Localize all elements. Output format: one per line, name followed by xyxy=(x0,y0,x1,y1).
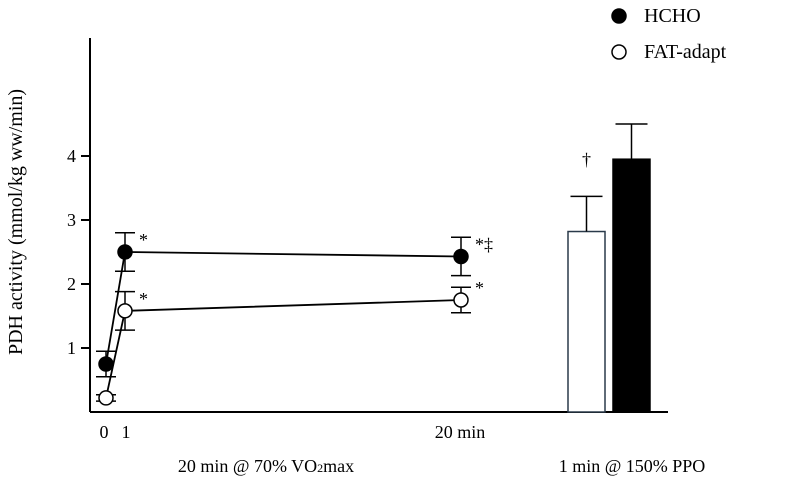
bar-series-layer: † xyxy=(567,123,651,413)
y-tick-label: 2 xyxy=(67,274,76,294)
data-point xyxy=(117,303,133,319)
group-label-left-suffix: max xyxy=(323,456,354,476)
legend-hcho-marker xyxy=(611,8,627,24)
data-point xyxy=(453,248,469,265)
legend-fat-adapt-marker xyxy=(611,44,627,60)
bar xyxy=(567,230,606,413)
y-ticks: 1 2 3 4 xyxy=(67,146,90,358)
data-point xyxy=(117,244,133,260)
series-line-0 xyxy=(105,251,462,365)
significance-mark: * xyxy=(139,289,148,309)
y-tick-label: 4 xyxy=(67,146,76,166)
line-series-layer: * *‡ * * xyxy=(96,230,493,406)
x-tick-label-1: 1 xyxy=(122,422,131,442)
y-axis-label: PDH activity (mmol/kg ww/min) xyxy=(5,89,27,355)
legend-fat-adapt-label: FAT-adapt xyxy=(644,41,727,63)
x-tick-label-0: 0 xyxy=(100,422,109,442)
y-tick-label: 1 xyxy=(67,338,76,358)
data-point xyxy=(98,356,114,372)
significance-mark: * xyxy=(139,230,148,250)
group-label-left: 20 min @ 70% VO2max xyxy=(178,456,354,476)
data-point xyxy=(453,292,469,308)
series-line-1 xyxy=(105,299,462,399)
data-point xyxy=(98,390,114,406)
group-label-left-prefix: 20 min @ 70% VO xyxy=(178,456,317,476)
group-label-left-sub: 2 xyxy=(317,461,323,475)
bar-significance-mark: † xyxy=(582,149,591,169)
y-tick-label: 3 xyxy=(67,210,76,230)
legend: HCHO FAT-adapt xyxy=(611,5,727,63)
significance-mark: * xyxy=(475,278,484,298)
x-tick-label-20: 20 min xyxy=(435,422,486,442)
significance-mark: *‡ xyxy=(475,234,493,254)
bar xyxy=(612,158,651,413)
group-label-right: 1 min @ 150% PPO xyxy=(559,456,706,476)
legend-hcho-label: HCHO xyxy=(644,5,701,27)
